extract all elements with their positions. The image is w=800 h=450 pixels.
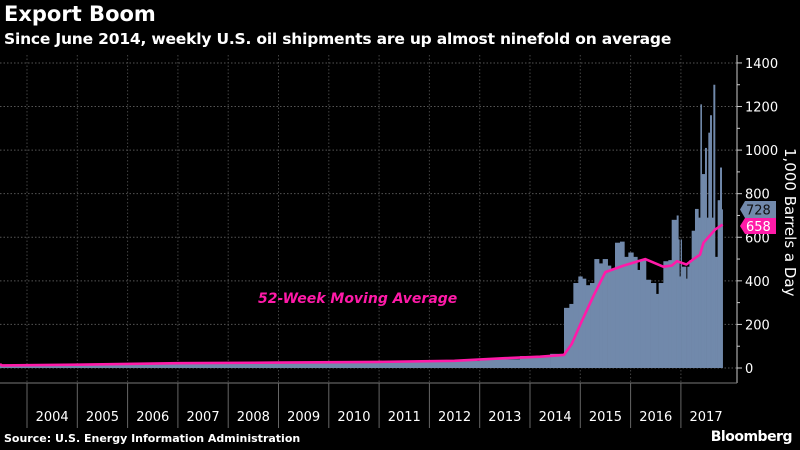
bar — [637, 269, 641, 368]
y-tick-label: 800 — [745, 188, 770, 203]
y-tick-label: 400 — [745, 275, 770, 290]
bar — [610, 269, 616, 368]
bar — [429, 361, 480, 368]
y-axis-label: 1,000 Barrels a Day — [781, 148, 799, 297]
bar — [687, 266, 690, 368]
bar — [594, 259, 600, 368]
bar — [681, 266, 687, 368]
bar — [717, 200, 721, 368]
bar — [77, 364, 179, 368]
bar — [602, 259, 608, 368]
y-tick-label: 1200 — [745, 101, 778, 116]
bar — [706, 217, 709, 368]
bars-series — [0, 84, 723, 369]
x-tick-label: 2014 — [539, 410, 572, 425]
moving-average-annotation: 52-Week Moving Average — [258, 291, 457, 307]
x-tick-label: 2009 — [287, 410, 320, 425]
bloomberg-logo: Bloomberg — [710, 429, 793, 445]
bar — [564, 307, 570, 368]
bar — [519, 356, 551, 368]
moving-average-line — [0, 223, 724, 367]
x-tick-label: 2004 — [36, 410, 69, 425]
x-tick-label: 2006 — [136, 410, 169, 425]
chart-title: Export Boom — [4, 2, 156, 26]
bar — [607, 265, 612, 368]
bar — [701, 174, 706, 368]
y-tick-label: 0 — [745, 362, 753, 377]
chart-subtitle: Since June 2014, weekly U.S. oil shipmen… — [4, 30, 672, 48]
bar — [704, 147, 707, 368]
bar — [619, 241, 625, 368]
y-tick-label: 1400 — [745, 57, 778, 72]
bar — [599, 263, 603, 368]
y-tick-label: 200 — [745, 318, 770, 333]
bar — [713, 84, 716, 368]
bar — [640, 260, 647, 368]
bar — [582, 278, 587, 368]
x-tick-label: 2012 — [438, 410, 471, 425]
bar — [656, 293, 659, 368]
bar — [698, 217, 701, 368]
x-tick-label: 2013 — [488, 410, 521, 425]
bar — [569, 303, 574, 368]
bar — [689, 260, 692, 368]
svg-text:658: 658 — [746, 220, 771, 235]
x-tick-label: 2017 — [690, 410, 723, 425]
bar — [679, 276, 681, 368]
bar — [663, 261, 669, 368]
x-tick-label: 2008 — [237, 410, 270, 425]
y-tick-label: 1000 — [745, 144, 778, 159]
source-note: Source: U.S. Energy Information Administ… — [4, 432, 301, 445]
bar — [678, 239, 680, 368]
bar — [278, 362, 380, 368]
bar — [624, 256, 629, 368]
bar — [615, 242, 621, 368]
bar — [479, 359, 521, 368]
bar — [680, 239, 682, 368]
bar — [710, 115, 712, 369]
bar — [700, 104, 702, 368]
bar — [691, 230, 696, 368]
bar — [721, 209, 723, 368]
last-value-moving-average: 658 — [740, 218, 776, 235]
bar — [590, 283, 595, 368]
bar — [708, 132, 711, 368]
bar — [720, 167, 722, 368]
x-tick-label: 2015 — [589, 410, 622, 425]
bar — [671, 219, 677, 368]
bar — [668, 260, 672, 368]
bar — [573, 283, 579, 368]
bar — [715, 256, 718, 368]
bar — [650, 283, 657, 368]
x-tick-label: 2005 — [86, 410, 119, 425]
bar — [694, 208, 699, 368]
x-tick-label: 2011 — [388, 410, 421, 425]
bar — [550, 353, 565, 368]
axes: 0 200 400 600 800 1000 1200 1400 2004 2005 2006 200… — [0, 55, 778, 428]
x-tick-label: 2010 — [337, 410, 370, 425]
bar — [676, 215, 679, 368]
bar — [686, 278, 688, 368]
bar — [177, 363, 279, 368]
svg-text:728: 728 — [746, 204, 771, 219]
bar — [379, 361, 430, 368]
last-value-weekly: 728 — [740, 201, 776, 219]
bar — [585, 285, 591, 368]
bar — [628, 252, 634, 368]
x-tick-label: 2016 — [639, 410, 672, 425]
bar — [711, 217, 714, 368]
y-tick-label: 600 — [745, 231, 770, 246]
bar — [633, 256, 638, 368]
x-tick-label: 2007 — [187, 410, 220, 425]
bar — [645, 279, 651, 368]
bar — [0, 364, 78, 368]
bar — [658, 283, 664, 368]
